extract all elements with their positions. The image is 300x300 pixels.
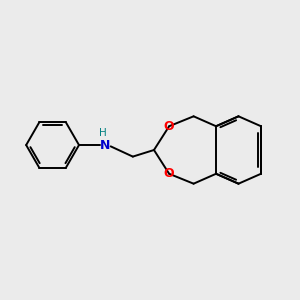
Text: O: O <box>164 120 175 133</box>
Text: N: N <box>100 139 111 152</box>
Text: O: O <box>164 167 175 180</box>
Text: H: H <box>99 128 106 139</box>
